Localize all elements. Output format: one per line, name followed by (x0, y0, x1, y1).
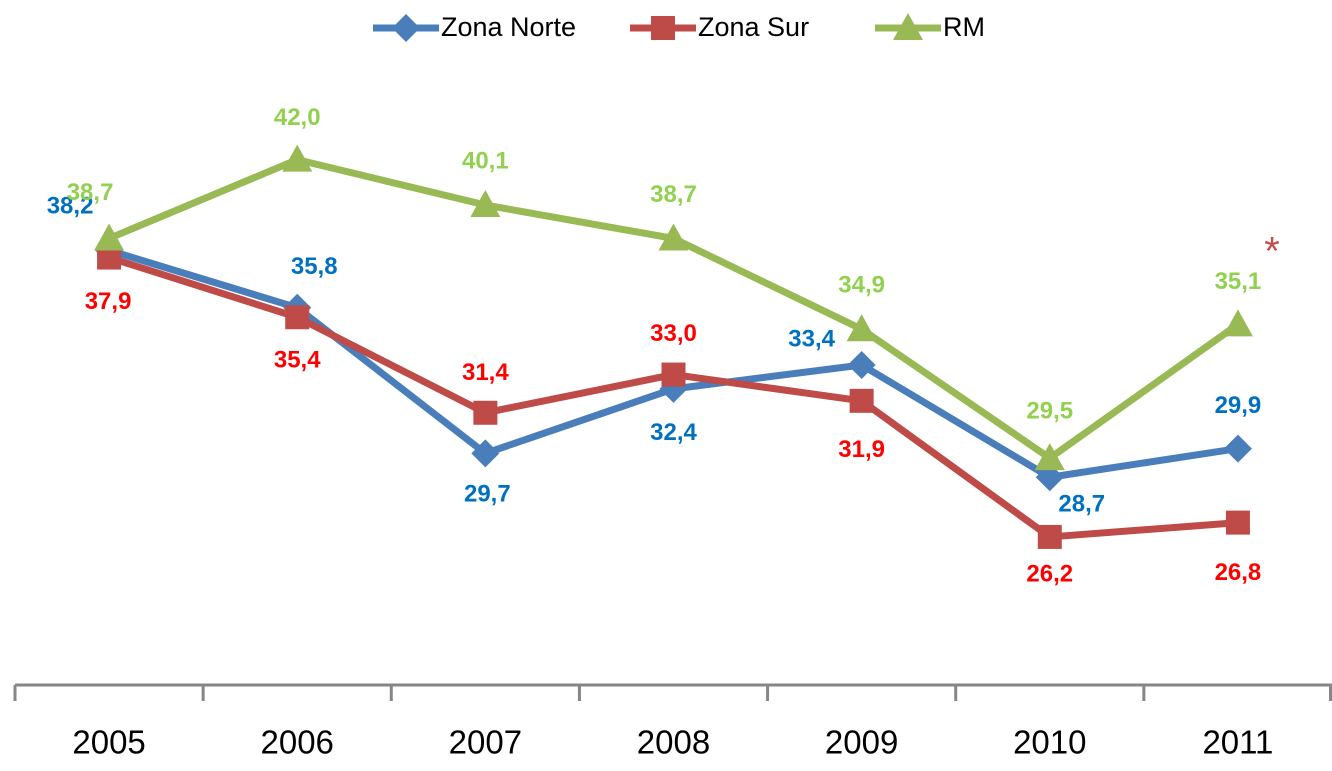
legend-label: RM (943, 12, 985, 42)
x-tick-label: 2011 (1202, 724, 1273, 761)
data-label: 32,4 (650, 419, 697, 446)
marker (1037, 524, 1062, 549)
marker (94, 223, 125, 251)
marker (846, 314, 877, 342)
legend-marker (392, 14, 420, 42)
x-tick-label: 2009 (825, 724, 898, 761)
data-label: 34,9 (838, 272, 885, 299)
x-tick-label: 2007 (449, 724, 522, 761)
marker (849, 388, 874, 413)
legend-item: Zona Sur (630, 12, 809, 42)
marker (1223, 434, 1252, 463)
marker (285, 305, 310, 330)
data-label: 33,0 (650, 320, 697, 347)
marker (473, 400, 498, 425)
data-label: 28,7 (1058, 491, 1105, 518)
data-label: 38,7 (67, 179, 114, 206)
marker (282, 144, 313, 172)
data-label: 29,9 (1215, 392, 1262, 419)
marker (847, 351, 876, 380)
legend-label: Zona Norte (441, 12, 576, 42)
legend-item: Zona Norte (373, 12, 576, 42)
legend-label: Zona Sur (698, 12, 809, 42)
data-label: 38,7 (650, 181, 697, 208)
data-label: 38,2 (47, 193, 94, 220)
data-label: 29,5 (1026, 397, 1073, 424)
data-label: 31,9 (838, 436, 885, 463)
x-tick-label: 2006 (261, 724, 334, 761)
marker (1034, 443, 1065, 471)
marker (658, 223, 689, 251)
legend-marker (893, 13, 923, 40)
data-label: 35,4 (274, 347, 321, 374)
legend-item: RM (875, 12, 985, 42)
data-label: 35,1 (1215, 268, 1262, 295)
legend-marker (651, 16, 675, 40)
marker (1222, 309, 1253, 337)
marker (470, 190, 501, 218)
x-tick-label: 2005 (72, 724, 145, 761)
data-label: 26,2 (1026, 560, 1073, 587)
annotation: * (1264, 230, 1280, 274)
data-label: 37,9 (85, 288, 132, 315)
data-label: 31,4 (462, 359, 509, 386)
data-label: 40,1 (462, 147, 509, 174)
marker (661, 362, 686, 387)
data-label: 29,7 (464, 481, 511, 508)
series (94, 144, 1253, 471)
x-tick-label: 2008 (637, 724, 710, 761)
x-tick-label: 2010 (1013, 724, 1086, 761)
marker (471, 439, 500, 468)
marker (1225, 510, 1250, 535)
data-label: 42,0 (274, 104, 321, 131)
marker (1035, 463, 1064, 492)
data-label: 35,8 (291, 253, 338, 280)
data-label: 26,8 (1215, 559, 1262, 586)
data-label: 33,4 (788, 325, 835, 352)
